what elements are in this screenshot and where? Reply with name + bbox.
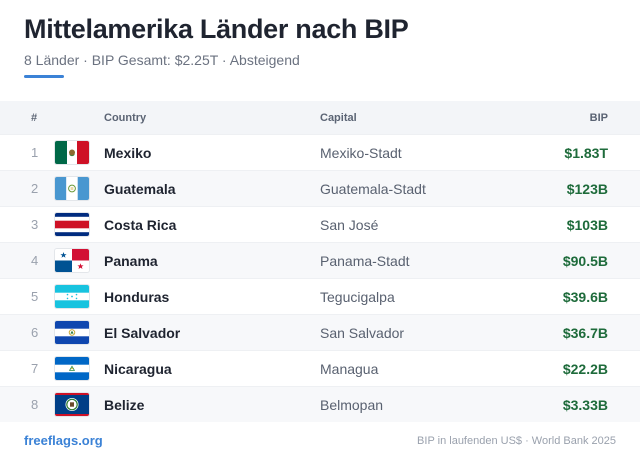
source-note: BIP in laufenden US$ · World Bank 2025 <box>417 434 616 447</box>
row-rank: 7 <box>31 361 39 376</box>
row-capital: San José <box>320 216 379 233</box>
row-bip: $3.33B <box>562 396 608 413</box>
row-country: Costa Rica <box>104 216 177 233</box>
row-country: Belize <box>104 396 145 413</box>
row-bip: $39.6B <box>562 288 608 305</box>
table-header-row: # Country Capital BIP <box>0 101 640 134</box>
row-rank: 8 <box>31 397 39 412</box>
row-bip: $90.5B <box>562 252 608 269</box>
row-capital: Belmopan <box>320 396 384 413</box>
row-capital: San Salvador <box>320 324 405 341</box>
page-title: Mittelamerika Länder nach BIP <box>24 14 409 44</box>
table-row[interactable]: 3 Costa Rica San José $103B <box>0 206 640 242</box>
row-rank: 1 <box>31 145 39 160</box>
flag-guatemala-icon <box>55 177 89 200</box>
table-row[interactable]: 8 Belize Belmopan $3.33B <box>0 386 640 422</box>
row-country: Honduras <box>104 288 170 305</box>
table-row[interactable]: 1 Mexiko Mexiko-Stadt $1.83T <box>0 134 640 170</box>
row-rank: 3 <box>31 217 39 232</box>
row-rank: 2 <box>31 181 39 196</box>
flag-costa-rica-icon <box>55 213 89 236</box>
row-bip: $22.2B <box>562 360 608 377</box>
row-country: Guatemala <box>104 180 176 197</box>
row-country: El Salvador <box>104 324 181 341</box>
header-country: Country <box>104 111 147 124</box>
gdp-table: # Country Capital BIP 1 Mexiko Mexiko-St… <box>0 101 640 422</box>
header-bip: BIP <box>589 111 608 124</box>
row-capital: Panama-Stadt <box>320 252 410 269</box>
flag-panama-icon <box>55 249 89 272</box>
row-rank: 5 <box>31 289 39 304</box>
header-rank: # <box>31 111 38 124</box>
header: Mittelamerika Länder nach BIP 8 Länder ·… <box>24 12 616 78</box>
table-row[interactable]: 5 Honduras Tegucigalpa $39.6B <box>0 278 640 314</box>
flag-el-salvador-icon <box>55 321 89 344</box>
title-accent-bar <box>24 75 64 78</box>
row-bip: $1.83T <box>564 144 608 161</box>
flag-belize-icon <box>55 393 89 416</box>
table-row[interactable]: 2 Guatemala Guatemala-Stadt $123B <box>0 170 640 206</box>
page-subtitle: 8 Länder · BIP Gesamt: $2.25T · Absteige… <box>24 52 300 68</box>
table-row[interactable]: 6 El Salvador San Salvador $36.7B <box>0 314 640 350</box>
header-capital: Capital <box>320 111 357 124</box>
row-bip: $36.7B <box>562 324 608 341</box>
footer: freeflags.org BIP in laufenden US$ · Wor… <box>24 433 616 448</box>
row-capital: Guatemala-Stadt <box>320 180 426 197</box>
flag-honduras-icon <box>55 285 89 308</box>
table-row[interactable]: 4 Panama Panama-Stadt $90.5B <box>0 242 640 278</box>
row-capital: Mexiko-Stadt <box>320 144 402 161</box>
row-country: Nicaragua <box>104 360 172 377</box>
row-capital: Managua <box>320 360 379 377</box>
flag-mexico-icon <box>55 141 89 164</box>
row-bip: $103B <box>566 216 608 233</box>
row-country: Mexiko <box>104 144 152 161</box>
brand-link[interactable]: freeflags.org <box>24 433 103 448</box>
table-row[interactable]: 7 Nicaragua Managua $22.2B <box>0 350 640 386</box>
row-rank: 6 <box>31 325 39 340</box>
row-bip: $123B <box>566 180 608 197</box>
row-capital: Tegucigalpa <box>320 288 395 305</box>
row-rank: 4 <box>31 253 39 268</box>
row-country: Panama <box>104 252 158 269</box>
flag-nicaragua-icon <box>55 357 89 380</box>
